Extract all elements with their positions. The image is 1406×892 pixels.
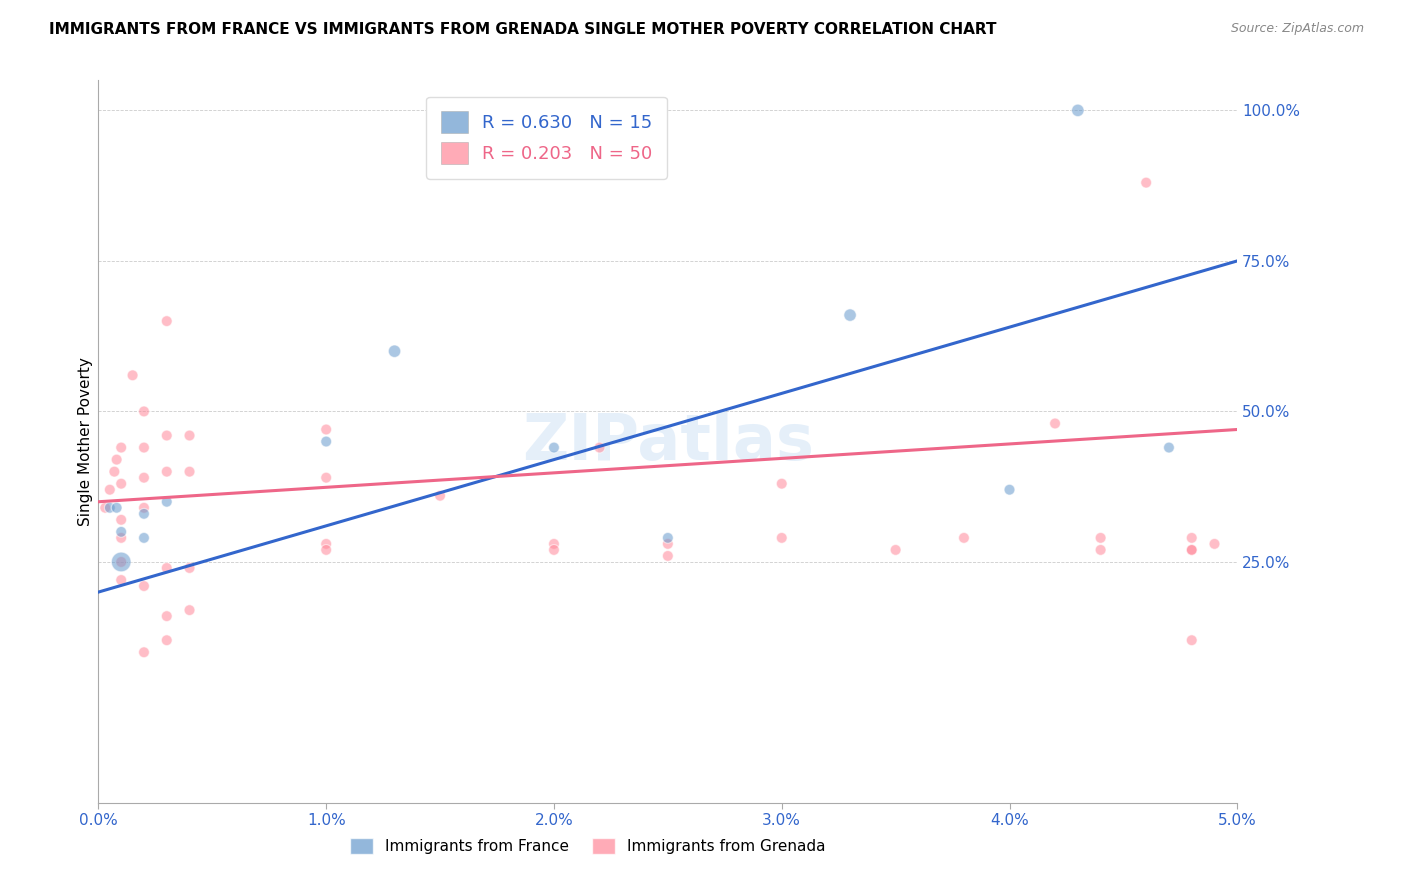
Point bbox=[429, 489, 451, 503]
Point bbox=[770, 531, 793, 545]
Point bbox=[156, 494, 179, 508]
Point bbox=[179, 465, 201, 479]
Point bbox=[132, 645, 155, 659]
Point bbox=[179, 603, 201, 617]
Point bbox=[110, 441, 132, 455]
Point bbox=[953, 531, 976, 545]
Point bbox=[110, 555, 132, 569]
Point bbox=[657, 549, 679, 563]
Point bbox=[543, 542, 565, 557]
Point bbox=[110, 524, 132, 539]
Point bbox=[156, 465, 179, 479]
Point bbox=[132, 531, 155, 545]
Point bbox=[1090, 542, 1112, 557]
Point bbox=[315, 423, 337, 437]
Point bbox=[105, 452, 128, 467]
Point bbox=[657, 537, 679, 551]
Point bbox=[98, 500, 121, 515]
Point bbox=[315, 470, 337, 484]
Y-axis label: Single Mother Poverty: Single Mother Poverty bbox=[77, 357, 93, 526]
Point bbox=[156, 561, 179, 575]
Legend: Immigrants from France, Immigrants from Grenada: Immigrants from France, Immigrants from … bbox=[344, 832, 832, 860]
Point bbox=[1157, 441, 1180, 455]
Point bbox=[132, 500, 155, 515]
Point bbox=[884, 542, 907, 557]
Point bbox=[315, 542, 337, 557]
Point bbox=[1181, 542, 1204, 557]
Point bbox=[156, 609, 179, 624]
Point bbox=[156, 428, 179, 442]
Point bbox=[1181, 633, 1204, 648]
Point bbox=[132, 579, 155, 593]
Point bbox=[1090, 531, 1112, 545]
Point bbox=[132, 470, 155, 484]
Point bbox=[179, 561, 201, 575]
Point bbox=[94, 500, 117, 515]
Point bbox=[315, 434, 337, 449]
Point bbox=[110, 476, 132, 491]
Point bbox=[770, 476, 793, 491]
Point bbox=[1204, 537, 1226, 551]
Point bbox=[110, 513, 132, 527]
Point bbox=[156, 633, 179, 648]
Point bbox=[1181, 542, 1204, 557]
Point bbox=[1181, 531, 1204, 545]
Point bbox=[110, 531, 132, 545]
Point bbox=[132, 441, 155, 455]
Point bbox=[103, 465, 125, 479]
Point bbox=[98, 483, 121, 497]
Point bbox=[156, 314, 179, 328]
Point bbox=[1067, 103, 1090, 118]
Point bbox=[543, 441, 565, 455]
Point bbox=[110, 555, 132, 569]
Text: IMMIGRANTS FROM FRANCE VS IMMIGRANTS FROM GRENADA SINGLE MOTHER POVERTY CORRELAT: IMMIGRANTS FROM FRANCE VS IMMIGRANTS FRO… bbox=[49, 22, 997, 37]
Point bbox=[121, 368, 143, 383]
Point bbox=[543, 537, 565, 551]
Text: ZIPatlas: ZIPatlas bbox=[522, 410, 814, 473]
Point bbox=[132, 507, 155, 521]
Point bbox=[315, 537, 337, 551]
Point bbox=[1043, 417, 1066, 431]
Text: Source: ZipAtlas.com: Source: ZipAtlas.com bbox=[1230, 22, 1364, 36]
Point bbox=[839, 308, 862, 322]
Point bbox=[132, 404, 155, 418]
Point bbox=[1135, 176, 1157, 190]
Point bbox=[179, 428, 201, 442]
Point bbox=[105, 500, 128, 515]
Point bbox=[657, 531, 679, 545]
Point bbox=[384, 344, 406, 359]
Point bbox=[110, 573, 132, 587]
Point bbox=[588, 441, 610, 455]
Point bbox=[998, 483, 1021, 497]
